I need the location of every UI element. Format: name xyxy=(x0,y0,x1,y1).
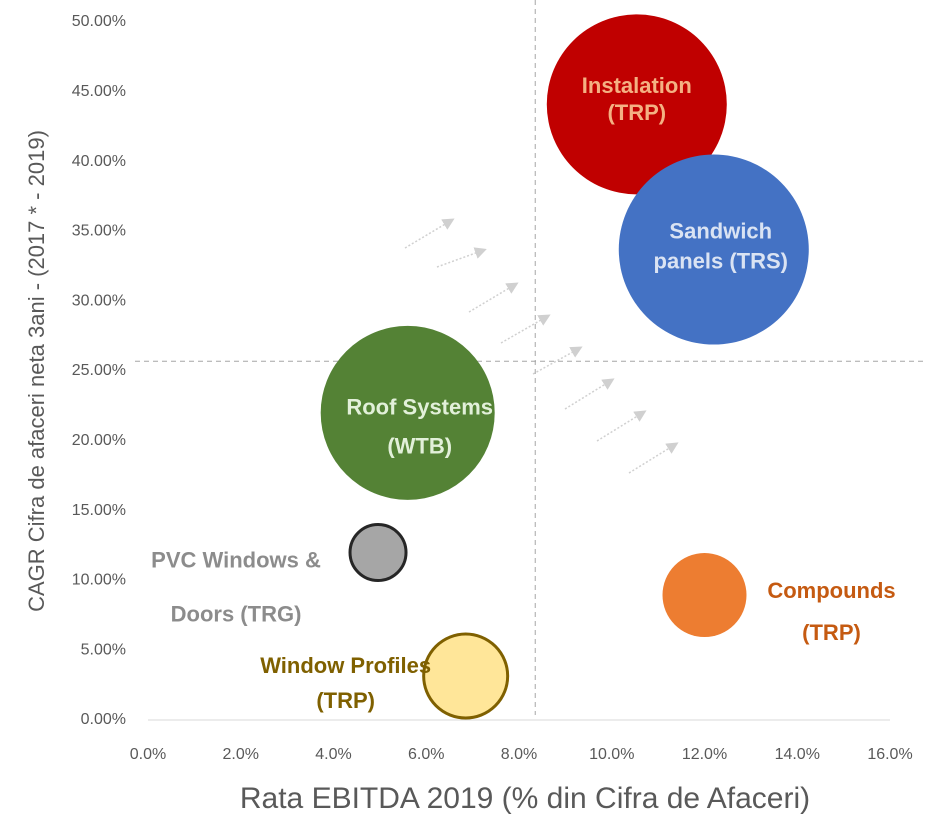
y-tick-label: 0.00% xyxy=(81,711,126,728)
y-tick-label: 35.00% xyxy=(72,223,126,240)
y-tick-label: 50.00% xyxy=(72,13,126,30)
bubble-label: (TRP) xyxy=(802,620,861,645)
x-tick-label: 4.0% xyxy=(315,746,351,763)
y-axis-label: CAGR Cifra de afaceri neta 3ani - (2017 … xyxy=(24,130,49,612)
bubble-label: Window Profiles xyxy=(260,653,431,678)
bubble-label: Doors (TRG) xyxy=(171,601,302,626)
y-tick-label: 25.00% xyxy=(72,362,126,379)
bubble xyxy=(348,522,408,582)
arrows xyxy=(404,218,679,474)
y-tick-label: 45.00% xyxy=(72,83,126,100)
y-tick-label: 40.00% xyxy=(72,153,126,170)
bubble xyxy=(546,14,727,195)
y-tick-label: 30.00% xyxy=(72,292,126,309)
y-tick-label: 10.00% xyxy=(72,572,126,589)
x-tick-label: 12.0% xyxy=(682,746,727,763)
x-tick-label: 14.0% xyxy=(775,746,820,763)
x-tick-label: 2.0% xyxy=(223,746,259,763)
bubble xyxy=(320,325,495,500)
bubble xyxy=(662,553,747,638)
y-tick-label: 15.00% xyxy=(72,502,126,519)
x-tick-label: 16.0% xyxy=(867,746,912,763)
bubble-label: (TRP) xyxy=(607,100,666,125)
y-tick-label: 20.00% xyxy=(72,432,126,449)
bubble-label: (WTB) xyxy=(387,434,452,459)
x-tick-label: 8.0% xyxy=(501,746,537,763)
bubble-label: PVC Windows & xyxy=(151,547,321,572)
bubble-label: Sandwich xyxy=(669,218,772,243)
bubble-label: Compounds xyxy=(767,578,895,603)
bubble-label: Instalation xyxy=(582,73,692,98)
x-axis-label: Rata EBITDA 2019 (% din Cifra de Afaceri… xyxy=(240,782,810,815)
y-tick-label: 5.00% xyxy=(81,641,126,658)
x-tick-label: 0.0% xyxy=(130,746,166,763)
x-tick-label: 10.0% xyxy=(589,746,634,763)
x-tick-label: 6.0% xyxy=(408,746,444,763)
bubble-label: panels (TRS) xyxy=(654,248,788,273)
bubble-label: Roof Systems xyxy=(346,395,493,420)
bubble-label: (TRP) xyxy=(316,688,375,713)
bubble xyxy=(618,154,809,345)
bubble xyxy=(422,632,510,720)
